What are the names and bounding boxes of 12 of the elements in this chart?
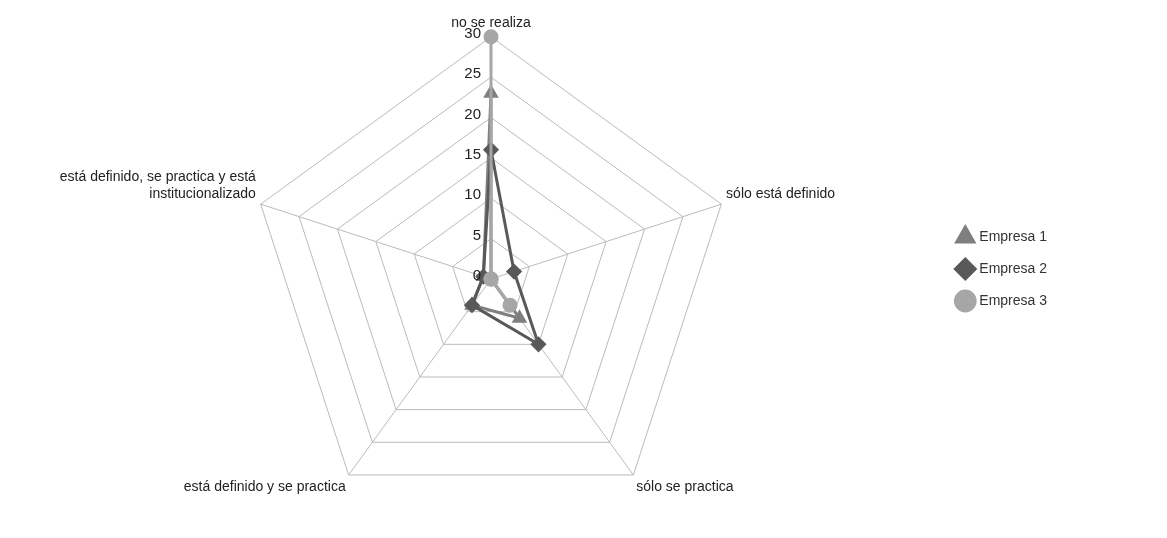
y-tick-label: 25 [464, 64, 481, 82]
y-tick-label: 20 [464, 104, 481, 122]
legend-label: Empresa 2 [979, 259, 1048, 276]
legend-label: Empresa 1 [979, 227, 1048, 244]
spoke-label: está definido y se practica [183, 478, 346, 495]
spoke-label: está definido, se practica y está institucionalizado [59, 168, 257, 202]
spoke-label: sólo está definido [726, 185, 836, 202]
spoke-label: sólo se practica [636, 478, 734, 495]
legend-label: Empresa 3 [979, 291, 1048, 308]
y-tick-label: 5 [472, 225, 481, 243]
y-tick-label: 10 [464, 185, 481, 203]
y-tick-label: 15 [464, 145, 481, 163]
